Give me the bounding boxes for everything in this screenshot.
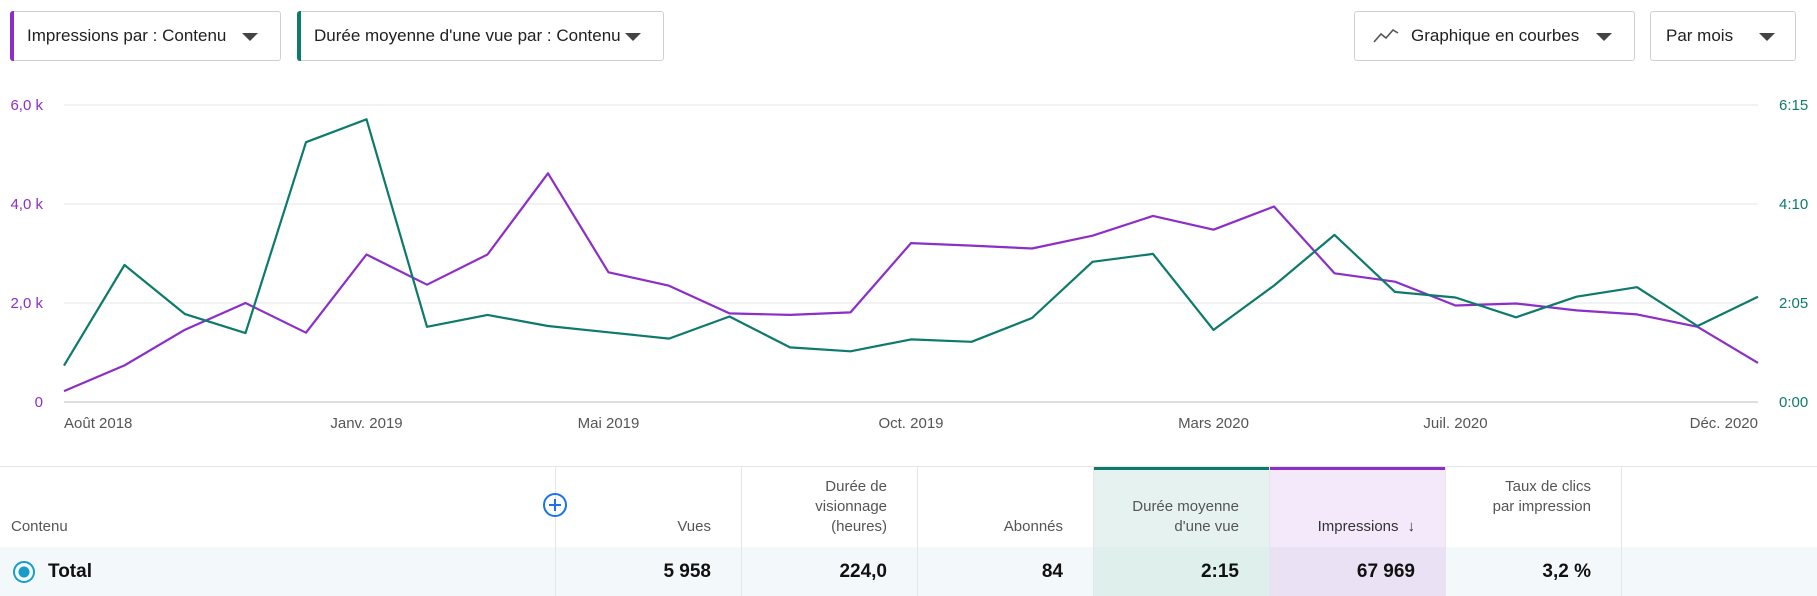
y-right-tick-label: 6:15: [1779, 97, 1808, 114]
metrics-table: Contenu Total Vues 5 958 Durée de vision…: [0, 466, 1817, 596]
column-header: Abonnés: [1003, 518, 1063, 535]
column-subscribers[interactable]: Abonnés 84: [918, 467, 1094, 596]
column-watch-time[interactable]: Durée de visionnage (heures) 224,0: [742, 467, 918, 596]
column-impressions[interactable]: Impressions ↓ 67 969: [1270, 467, 1446, 596]
impressions-series-line: [63, 172, 1759, 393]
x-tick-label: Mai 2019: [578, 415, 640, 432]
metric1-dropdown[interactable]: Impressions par : Contenu: [10, 11, 281, 61]
y-left-tick-label: 4,0 k: [10, 196, 43, 213]
line-chart: 0 0:00 2,0 k 2:05 4,0 k 4:10 6,0 k 6:15 Août 201…: [10, 97, 1808, 432]
duration-series-line: [63, 118, 1759, 367]
add-column-icon[interactable]: [542, 492, 568, 518]
line-chart-icon: [1373, 27, 1399, 45]
x-tick-label: Janv. 2019: [330, 415, 402, 432]
total-value: 84: [1041, 560, 1063, 582]
chevron-down-icon: [625, 33, 641, 41]
x-tick-label: Juil. 2020: [1423, 415, 1487, 432]
total-value: 2:15: [1200, 560, 1239, 582]
column-avg-view-duration[interactable]: Durée moyenne d'une vue 2:15: [1094, 467, 1270, 596]
y-left-tick-label: 2,0 k: [10, 295, 43, 312]
chevron-down-icon: [242, 33, 258, 41]
y-left-tick-label: 6,0 k: [10, 97, 43, 114]
column-ctr[interactable]: Taux de clics par impression 3,2 %: [1446, 467, 1622, 596]
metric2-dropdown-label: Durée moyenne d'une vue par : Contenu: [314, 26, 621, 45]
chart-type-dropdown[interactable]: Graphique en courbes: [1354, 11, 1635, 61]
chart-type-label: Graphique en courbes: [1411, 26, 1580, 45]
metric1-dropdown-label: Impressions par : Contenu: [27, 26, 227, 45]
y-right-tick-label: 4:10: [1779, 196, 1808, 213]
column-header: Vues: [677, 518, 711, 535]
period-label: Par mois: [1666, 26, 1734, 45]
metric2-color-swatch: [297, 11, 301, 61]
chevron-down-icon: [1596, 33, 1612, 41]
x-tick-label: Déc. 2020: [1690, 415, 1758, 432]
x-tick-label: Août 2018: [64, 415, 132, 432]
total-value: 3,2 %: [1542, 560, 1591, 582]
column-header: Durée moyenne d'une vue: [1132, 498, 1239, 535]
column-header: Taux de clics par impression: [1492, 478, 1591, 515]
chevron-down-icon: [1759, 33, 1775, 41]
period-dropdown[interactable]: Par mois: [1650, 11, 1796, 61]
total-value: 67 969: [1356, 560, 1415, 582]
x-tick-label: Oct. 2019: [878, 415, 943, 432]
radio-selected-icon[interactable]: [12, 560, 36, 584]
column-views[interactable]: Vues 5 958: [556, 467, 742, 596]
total-row: Total: [0, 547, 555, 596]
y-right-tick-label: 2:05: [1779, 295, 1808, 312]
column-header: Impressions: [1317, 518, 1399, 535]
column-header: Durée de visionnage (heures): [815, 478, 887, 535]
total-value: 5 958: [663, 560, 711, 582]
total-value: 224,0: [839, 560, 887, 582]
total-label: Total: [48, 560, 92, 582]
column-empty: [1622, 467, 1817, 596]
x-tick-label: Mars 2020: [1178, 415, 1249, 432]
content-header: Contenu: [11, 518, 68, 535]
sort-arrow-down-icon[interactable]: ↓: [1407, 518, 1416, 535]
y-right-tick-label: 0:00: [1779, 394, 1808, 411]
content-column: Contenu Total: [0, 467, 567, 596]
metric2-dropdown[interactable]: Durée moyenne d'une vue par : Contenu: [297, 11, 664, 61]
metric1-color-swatch: [10, 11, 14, 61]
y-left-tick-label: 0: [35, 394, 43, 411]
